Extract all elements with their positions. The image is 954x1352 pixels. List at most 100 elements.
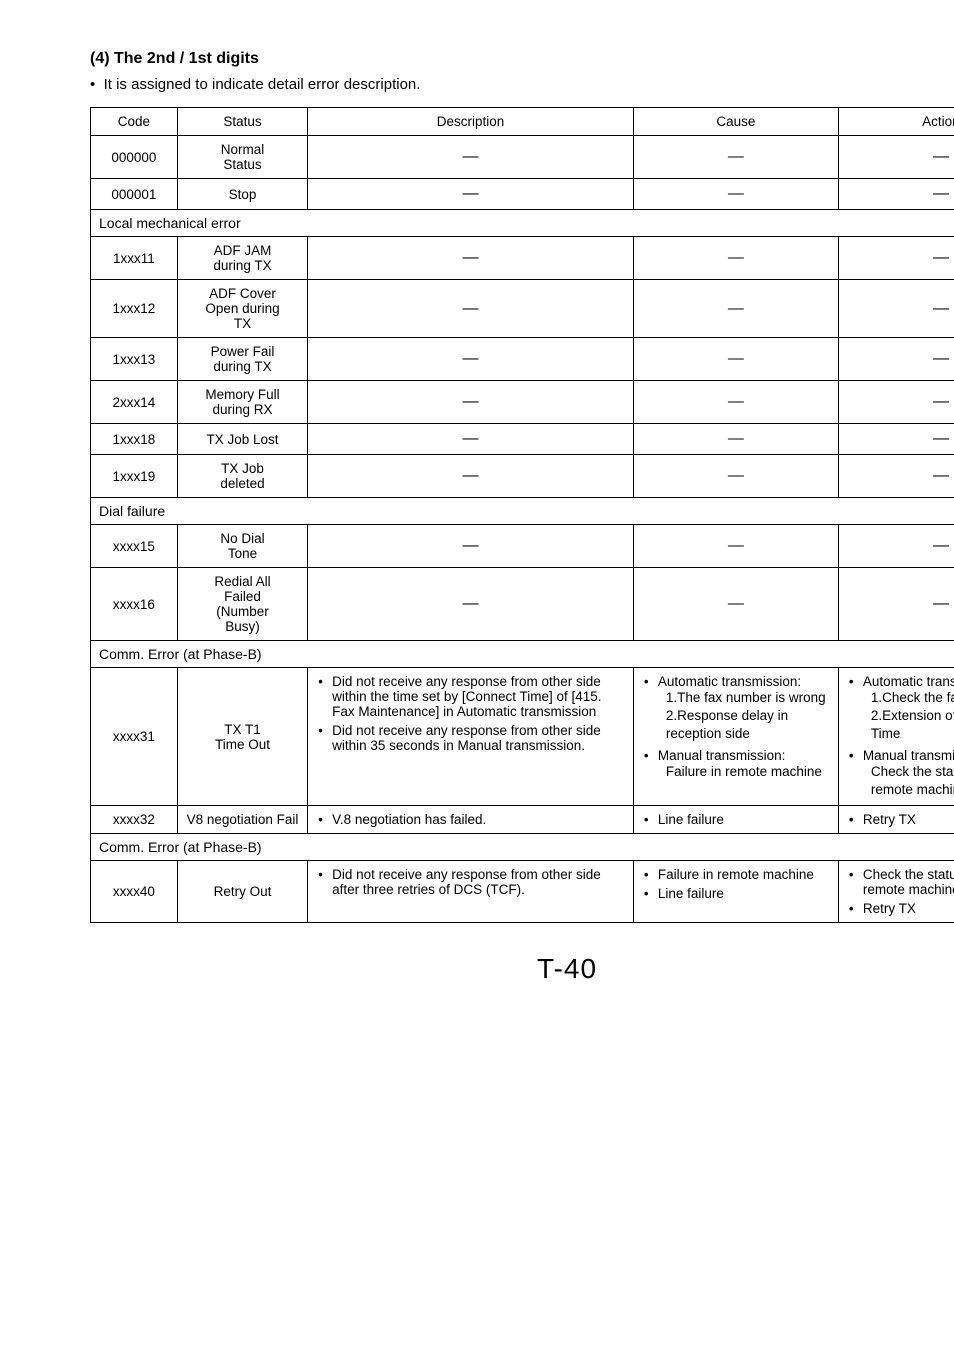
cell-desc: — <box>308 424 634 455</box>
section-row-local-mechanical: Local mechanical error <box>91 210 954 237</box>
action-line: 1.Check the fax number <box>871 689 954 707</box>
action-head: Manual transmission: <box>863 748 954 763</box>
cell-desc: — <box>308 525 634 568</box>
cell-code: 000000 <box>91 136 178 179</box>
cell-desc: Did not receive any response from other … <box>308 861 634 923</box>
cell-code: 000001 <box>91 179 178 210</box>
action-line: Check the status of the remote machine <box>871 763 954 799</box>
desc-bullet: Did not receive any response from other … <box>330 723 625 753</box>
intro-text: It is assigned to indicate detail error … <box>104 76 421 93</box>
cell-status: Memory Full during RX <box>177 381 307 424</box>
error-table: Code Status Description Cause Action 000… <box>90 107 954 923</box>
table-row: 1xxx19 TX Job deleted — — — <box>91 455 954 498</box>
desc-bullet: Did not receive any response from other … <box>330 867 625 897</box>
cell-action: Check the status of the remote machine R… <box>838 861 954 923</box>
cell-status: Retry Out <box>177 861 307 923</box>
table-row: xxxx31 TX T1 Time Out Did not receive an… <box>91 668 954 806</box>
table-row: 000001 Stop — — — <box>91 179 954 210</box>
cause-line: Failure in remote machine <box>666 763 830 781</box>
table-row: xxxx16 Redial All Failed (Number Busy) —… <box>91 568 954 641</box>
cell-code: 1xxx18 <box>91 424 178 455</box>
cell-action: — <box>838 381 954 424</box>
table-row: 000000 Normal Status — — — <box>91 136 954 179</box>
cell-status: Normal Status <box>177 136 307 179</box>
cell-action: — <box>838 338 954 381</box>
cell-code: xxxx16 <box>91 568 178 641</box>
action-bullet: Retry TX <box>861 812 954 827</box>
table-row: 1xxx18 TX Job Lost — — — <box>91 424 954 455</box>
cell-desc: — <box>308 136 634 179</box>
cell-code: 2xxx14 <box>91 381 178 424</box>
action-bullet: Retry TX <box>861 901 954 916</box>
section-row-comm-error-phase-b-2: Comm. Error (at Phase-B) <box>91 834 954 861</box>
cell-action: — <box>838 136 954 179</box>
cause-bullet: Line failure <box>656 886 830 901</box>
section-row-comm-error-phase-b-1: Comm. Error (at Phase-B) <box>91 641 954 668</box>
cell-status: Redial All Failed (Number Busy) <box>177 568 307 641</box>
cause-bullet: Automatic transmission: 1.The fax number… <box>656 674 830 744</box>
cell-code: 1xxx11 <box>91 237 178 280</box>
cell-cause: Failure in remote machine Line failure <box>633 861 838 923</box>
cell-cause: — <box>633 568 838 641</box>
page-number: T-40 <box>90 953 954 985</box>
cell-status: ADF Cover Open during TX <box>177 280 307 338</box>
col-action: Action <box>838 108 954 136</box>
cell-desc: — <box>308 455 634 498</box>
cell-cause: — <box>633 136 838 179</box>
cell-cause: Automatic transmission: 1.The fax number… <box>633 668 838 806</box>
cause-head: Automatic transmission: <box>658 674 801 689</box>
cell-action: — <box>838 237 954 280</box>
cell-status: TX Job deleted <box>177 455 307 498</box>
cell-status: Power Fail during TX <box>177 338 307 381</box>
cell-action: — <box>838 525 954 568</box>
cell-action: — <box>838 280 954 338</box>
action-bullet: Check the status of the remote machine <box>861 867 954 897</box>
cell-cause: — <box>633 237 838 280</box>
section-row-dial-failure: Dial failure <box>91 498 954 525</box>
cell-code: 1xxx19 <box>91 455 178 498</box>
cell-action: Retry TX <box>838 806 954 834</box>
cell-code: xxxx31 <box>91 668 178 806</box>
section-label: Comm. Error (at Phase-B) <box>91 834 954 861</box>
cell-cause: — <box>633 525 838 568</box>
cell-code: 1xxx12 <box>91 280 178 338</box>
section-heading: (4) The 2nd / 1st digits <box>90 50 954 68</box>
table-header-row: Code Status Description Cause Action <box>91 108 954 136</box>
cell-code: xxxx32 <box>91 806 178 834</box>
section-label: Dial failure <box>91 498 954 525</box>
cell-action: — <box>838 179 954 210</box>
cell-cause: — <box>633 179 838 210</box>
action-line: 2.Extension of Connect Time <box>871 707 954 743</box>
cell-status: ADF JAM during TX <box>177 237 307 280</box>
cause-line: 2.Response delay in reception side <box>666 707 830 743</box>
cell-desc: — <box>308 338 634 381</box>
table-row: 2xxx14 Memory Full during RX — — — <box>91 381 954 424</box>
table-row: 1xxx11 ADF JAM during TX — — — <box>91 237 954 280</box>
cause-line: 1.The fax number is wrong <box>666 689 830 707</box>
cell-status: TX Job Lost <box>177 424 307 455</box>
table-row: xxxx32 V8 negotiation Fail V.8 negotiati… <box>91 806 954 834</box>
cell-cause: — <box>633 338 838 381</box>
section-label: Comm. Error (at Phase-B) <box>91 641 954 668</box>
cell-cause: Line failure <box>633 806 838 834</box>
desc-bullet: Did not receive any response from other … <box>330 674 625 719</box>
cell-status: TX T1 Time Out <box>177 668 307 806</box>
col-status: Status <box>177 108 307 136</box>
cell-cause: — <box>633 280 838 338</box>
cause-bullet: Failure in remote machine <box>656 867 830 882</box>
cell-status: No Dial Tone <box>177 525 307 568</box>
cause-bullet: Line failure <box>656 812 830 827</box>
cell-cause: — <box>633 455 838 498</box>
cell-code: 1xxx13 <box>91 338 178 381</box>
cell-desc: — <box>308 280 634 338</box>
cell-action: — <box>838 424 954 455</box>
table-row: 1xxx13 Power Fail during TX — — — <box>91 338 954 381</box>
intro-line: • It is assigned to indicate detail erro… <box>90 76 954 93</box>
cell-desc: — <box>308 568 634 641</box>
action-bullet: Manual transmission: Check the status of… <box>861 748 954 799</box>
cell-desc: V.8 negotiation has failed. <box>308 806 634 834</box>
col-desc: Description <box>308 108 634 136</box>
table-row: 1xxx12 ADF Cover Open during TX — — — <box>91 280 954 338</box>
cell-desc: Did not receive any response from other … <box>308 668 634 806</box>
cell-cause: — <box>633 381 838 424</box>
